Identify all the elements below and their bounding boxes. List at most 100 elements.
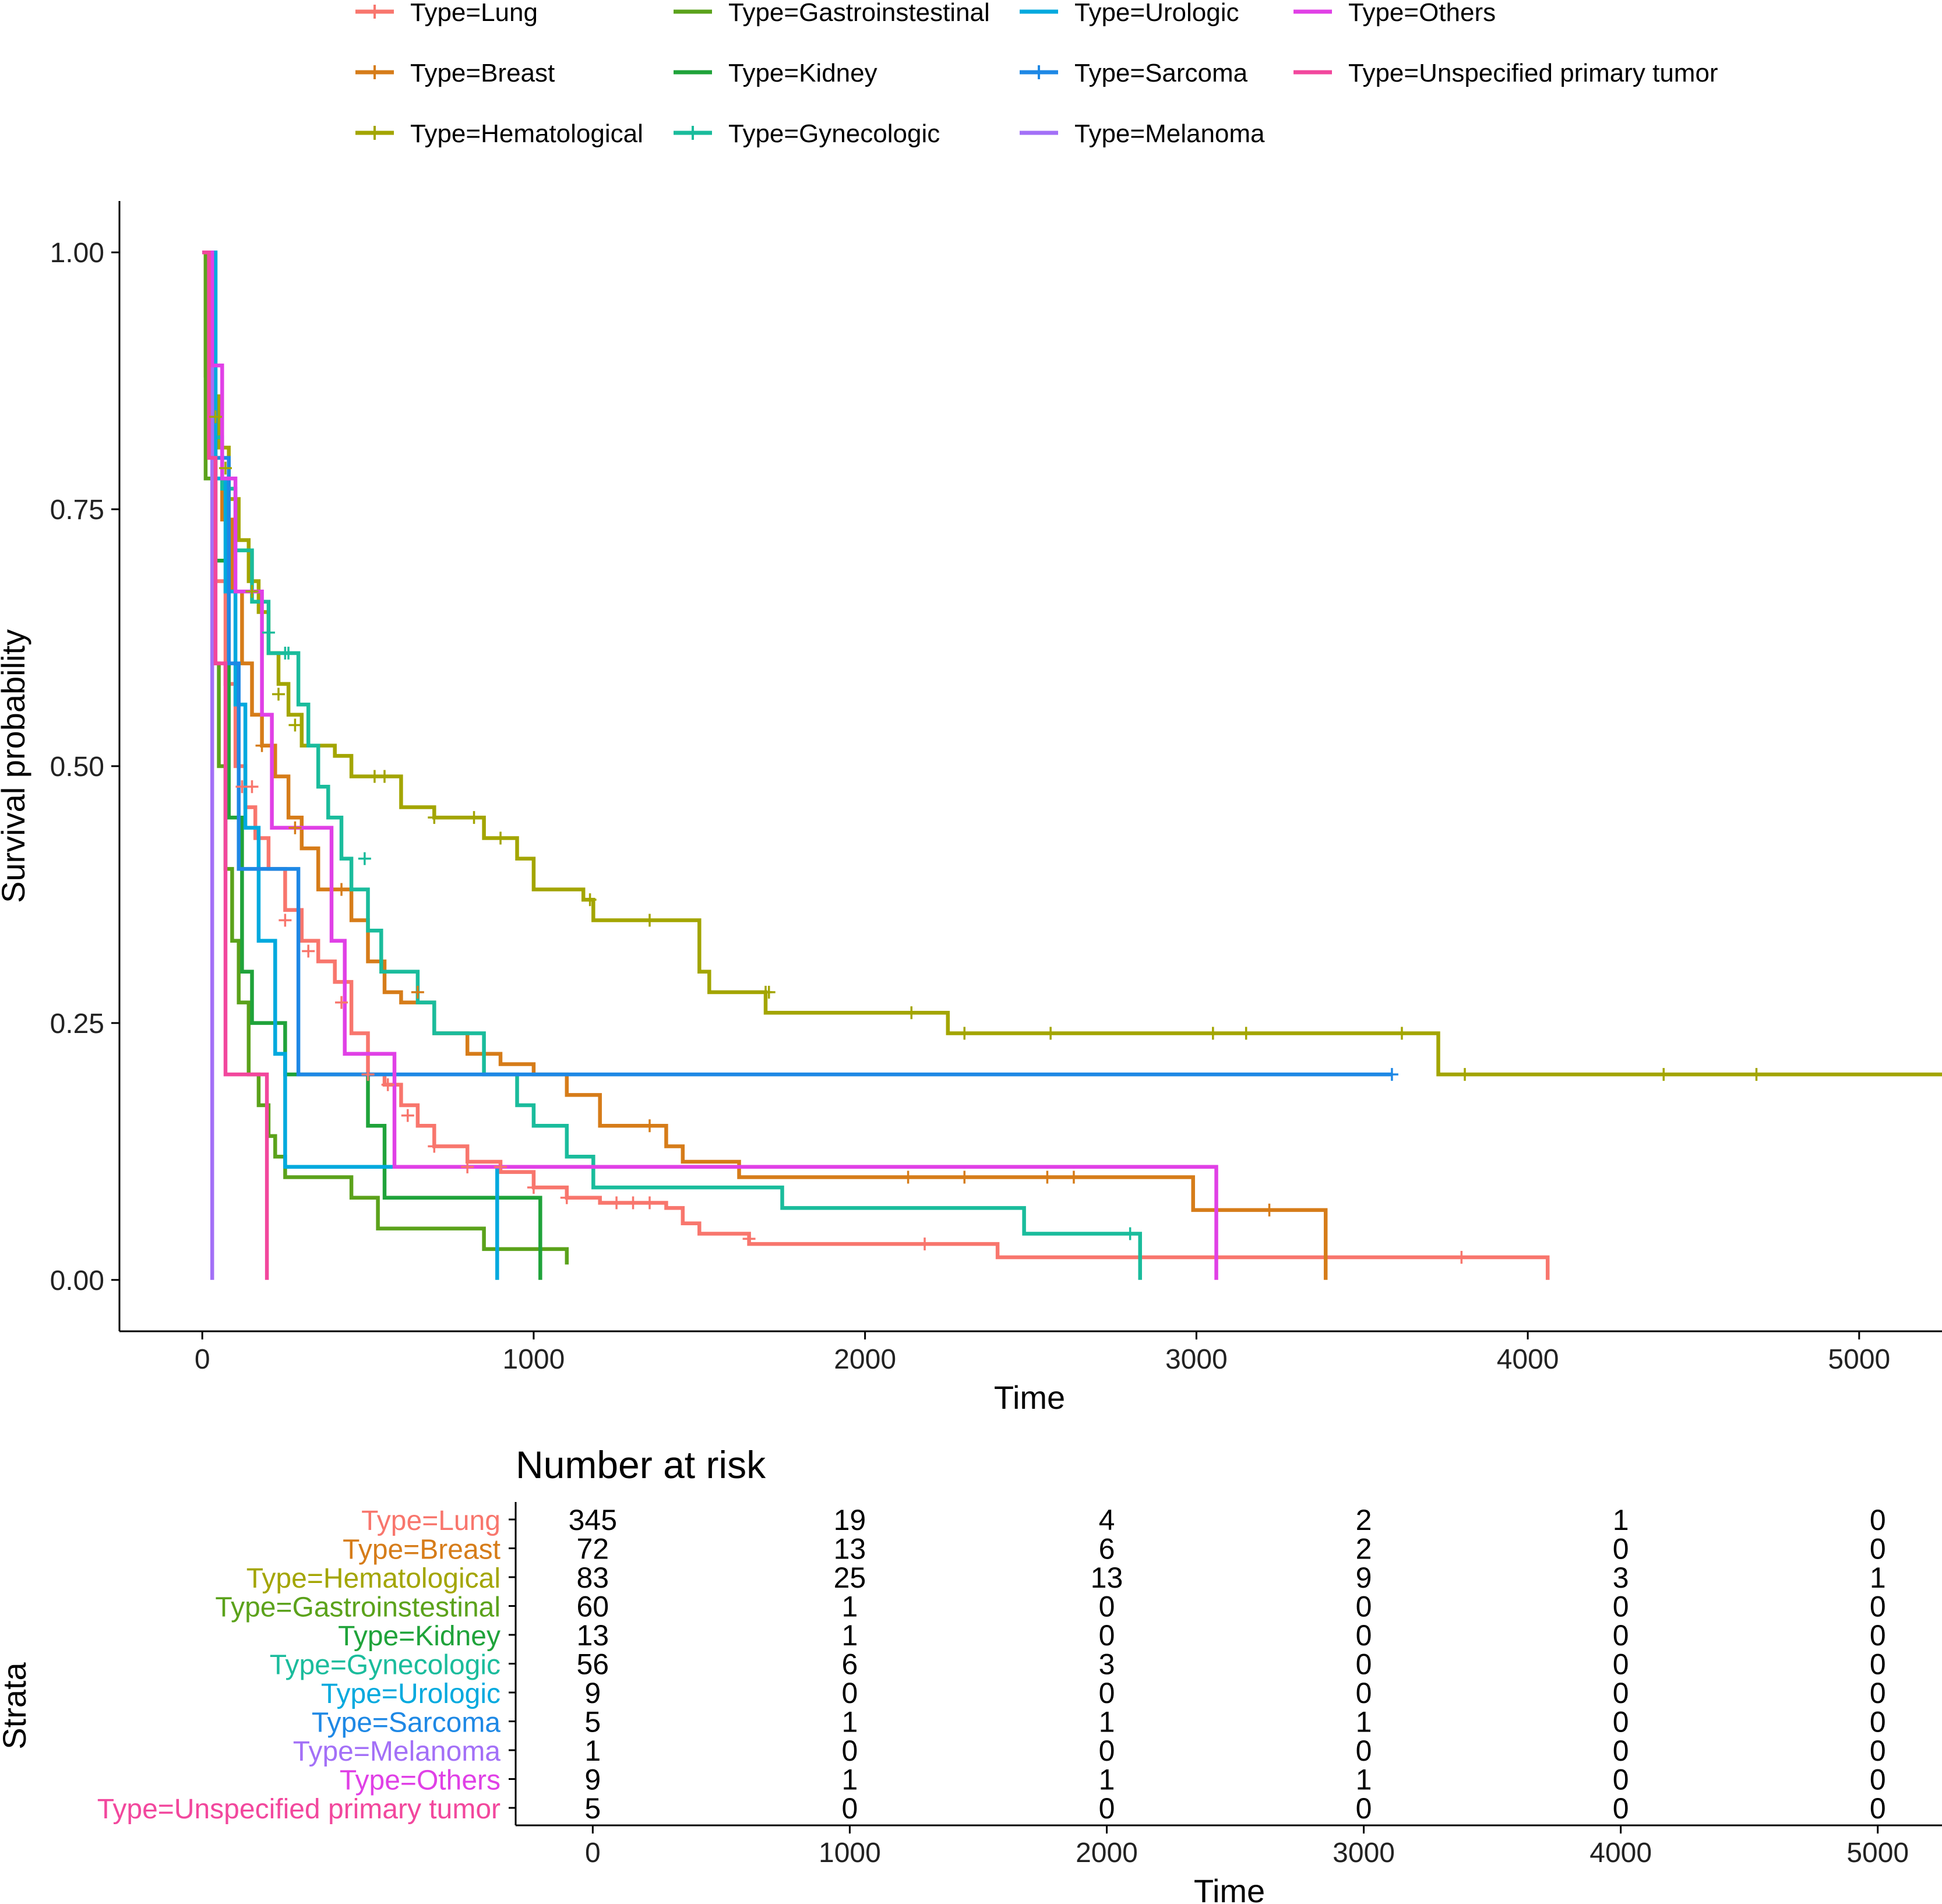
risk-count: 0 xyxy=(1870,1677,1886,1709)
risk-count: 0 xyxy=(1870,1764,1886,1796)
risk-row-label-kidney: Type=Kidney xyxy=(338,1621,501,1652)
risk-count: 13 xyxy=(1091,1561,1123,1594)
censor-mark-breast xyxy=(901,1170,915,1184)
risk-count: 83 xyxy=(577,1561,609,1594)
risk-row-label-gynecologic: Type=Gynecologic xyxy=(270,1650,501,1681)
censor-mark-sarcoma xyxy=(1385,1068,1398,1081)
risk-x-tick-label: 3000 xyxy=(1333,1838,1395,1868)
legend-label: Type=Hematological xyxy=(410,119,643,148)
risk-x-tick-label: 5000 xyxy=(1846,1838,1909,1868)
censor-mark-lung xyxy=(302,944,315,958)
risk-count: 0 xyxy=(1099,1792,1115,1825)
risk-count: 19 xyxy=(834,1504,866,1536)
risk-count: 0 xyxy=(1356,1677,1372,1709)
risk-table-y-axis-title: Strata xyxy=(0,1662,33,1749)
series-line-hematological xyxy=(202,250,1942,1077)
risk-count: 0 xyxy=(1613,1706,1629,1739)
risk-count: 2 xyxy=(1356,1533,1372,1565)
series-line-gynecologic xyxy=(202,250,1142,1280)
risk-count: 0 xyxy=(1870,1504,1886,1536)
censor-mark-lung xyxy=(494,1160,507,1173)
legend-label: Type=Kidney xyxy=(728,59,877,87)
censor-mark-lung xyxy=(527,1181,540,1194)
censor-mark-hematological xyxy=(272,687,285,701)
y-tick-label: 1.00 xyxy=(50,238,104,269)
risk-count: 0 xyxy=(1356,1792,1372,1825)
risk-count: 0 xyxy=(841,1792,858,1825)
risk-x-tick-label: 2000 xyxy=(1076,1838,1138,1868)
x-tick-label: 2000 xyxy=(834,1344,896,1375)
risk-count: 0 xyxy=(1356,1619,1372,1652)
censor-mark-hematological xyxy=(762,986,776,999)
censor-mark-breast xyxy=(643,1119,656,1133)
risk-count: 0 xyxy=(1613,1648,1629,1681)
x-tick-label: 1000 xyxy=(503,1344,565,1375)
risk-row-label-sarcoma: Type=Sarcoma xyxy=(312,1708,501,1739)
x-tick-label: 5000 xyxy=(1828,1344,1890,1375)
series-line-others xyxy=(202,250,1218,1280)
censor-mark-hematological xyxy=(218,461,232,475)
censor-mark-hematological xyxy=(428,811,441,824)
risk-count: 0 xyxy=(1870,1533,1886,1565)
censor-mark-hematological xyxy=(245,585,259,598)
legend-item-lung: Type=Lung xyxy=(355,0,538,27)
censor-mark-lung xyxy=(461,1160,474,1173)
series-line-unspecified-primary-tumor xyxy=(202,250,269,1280)
y-axis-ticks: 0.00 0.25 0.50 0.75 1.00 xyxy=(50,238,119,1296)
risk-count: 0 xyxy=(1870,1619,1886,1652)
censor-mark-breast xyxy=(1263,1203,1276,1217)
censor-mark-breast xyxy=(335,883,348,896)
y-tick-label: 0.75 xyxy=(50,495,104,526)
risk-count: 0 xyxy=(1613,1677,1629,1709)
censor-mark-hematological xyxy=(494,831,507,845)
risk-count: 0 xyxy=(1613,1591,1629,1623)
risk-count: 0 xyxy=(1099,1677,1115,1709)
risk-count: 345 xyxy=(569,1504,617,1536)
y-axis-title: Survival probability xyxy=(0,629,31,903)
censor-mark-lung xyxy=(335,996,348,1009)
legend-label: Type=Others xyxy=(1348,0,1496,27)
censor-mark-lung xyxy=(742,1232,756,1246)
risk-row-label-hematological: Type=Hematological xyxy=(246,1563,501,1594)
legend-item-urologic: Type=Urologic xyxy=(1020,0,1239,27)
censor-mark-lung xyxy=(918,1237,932,1251)
censor-mark-lung xyxy=(428,1140,441,1153)
censor-mark-breast xyxy=(255,739,269,752)
censor-mark-breast xyxy=(958,1170,971,1184)
risk-count: 9 xyxy=(584,1764,601,1796)
series-line-kidney xyxy=(202,250,542,1280)
risk-count: 1 xyxy=(1099,1706,1115,1739)
censor-mark-hematological xyxy=(1044,1027,1058,1040)
risk-count: 0 xyxy=(1870,1648,1886,1681)
risk-count: 0 xyxy=(1613,1734,1629,1767)
risk-count: 0 xyxy=(1870,1792,1886,1825)
censor-mark-lung xyxy=(361,1068,375,1081)
legend-item-kidney: Type=Kidney xyxy=(674,59,877,87)
risk-count: 13 xyxy=(834,1533,866,1565)
risk-row-label-melanoma: Type=Melanoma xyxy=(293,1736,501,1767)
censor-mark-gynecologic xyxy=(1123,1227,1137,1240)
risk-x-tick-label: 4000 xyxy=(1589,1838,1652,1868)
risk-x-tick-label: 1000 xyxy=(819,1838,881,1868)
risk-row-label-lung: Type=Lung xyxy=(361,1505,501,1536)
x-tick-label: 4000 xyxy=(1497,1344,1559,1375)
censor-mark-hematological xyxy=(1395,1027,1408,1040)
risk-count: 1 xyxy=(1613,1504,1629,1536)
censor-mark-lung xyxy=(643,1196,656,1210)
risk-count: 1 xyxy=(1099,1764,1115,1796)
risk-count: 3 xyxy=(1613,1561,1629,1594)
risk-count: 0 xyxy=(1099,1619,1115,1652)
legend-item-melanoma: Type=Melanoma xyxy=(1020,119,1265,148)
risk-table: Number at risk Strata Type=LungType=Brea… xyxy=(0,1443,1942,1904)
risk-count: 0 xyxy=(1099,1591,1115,1623)
censor-mark-gynecologic xyxy=(358,852,371,865)
risk-row-label-others: Type=Others xyxy=(340,1765,501,1796)
censor-mark-breast xyxy=(411,986,424,999)
x-tick-label: 3000 xyxy=(1165,1344,1228,1375)
censor-mark-hematological xyxy=(643,914,656,927)
legend-item-others: Type=Others xyxy=(1294,0,1496,27)
risk-count: 2 xyxy=(1356,1504,1372,1536)
series-line-gastroinstestinal xyxy=(202,250,569,1265)
series-line-lung xyxy=(202,250,1550,1280)
censor-mark-hematological xyxy=(583,893,597,907)
